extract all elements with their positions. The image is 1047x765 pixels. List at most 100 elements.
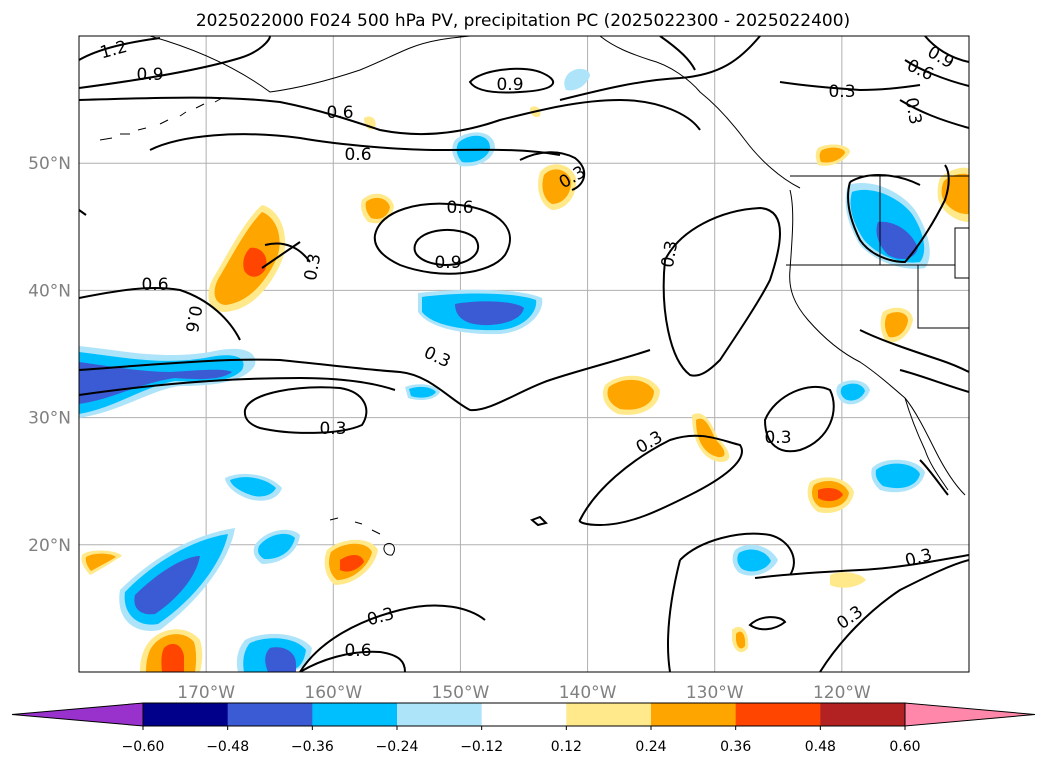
contour-label: 0.6 bbox=[344, 641, 371, 661]
precip-patch bbox=[737, 549, 771, 572]
colorbar-segment bbox=[397, 703, 483, 726]
pv-contour bbox=[578, 434, 743, 527]
pv-contour bbox=[662, 206, 781, 377]
colorbar-min-extend bbox=[11, 702, 144, 727]
colorbar-segment bbox=[651, 703, 737, 726]
colorbar-tick-label: 0.12 bbox=[551, 739, 582, 755]
coastlines bbox=[99, 36, 969, 556]
positive-anomaly-patches bbox=[81, 106, 969, 672]
pv-contour bbox=[754, 554, 969, 579]
precip-patch bbox=[340, 554, 364, 572]
lat-tick-label: 20°N bbox=[28, 536, 71, 556]
pv-contour bbox=[79, 96, 701, 136]
precip-patch bbox=[85, 553, 116, 571]
contour-label: 0.3 bbox=[828, 82, 855, 102]
colorbar bbox=[11, 702, 1036, 730]
map-panel: 1.2 0.9 0.9 0.9 0.9 0.6 0.6 0.6 0.6 0.6 … bbox=[78, 35, 970, 673]
colorbar-segment bbox=[820, 703, 906, 726]
pv-contour bbox=[299, 604, 486, 672]
pv-contour bbox=[299, 650, 406, 672]
colorbar-segment bbox=[143, 703, 229, 726]
precip-patch bbox=[818, 487, 843, 502]
contour-label: 0.6 bbox=[141, 275, 168, 295]
pv-contour bbox=[519, 151, 586, 191]
pv-contour bbox=[899, 99, 969, 129]
contour-label: 0.6 bbox=[181, 304, 205, 334]
colorbar-tick-label: 0.48 bbox=[805, 739, 836, 755]
precip-patch bbox=[819, 147, 845, 163]
pv-contour bbox=[79, 37, 161, 61]
colorbar-segment bbox=[566, 703, 652, 726]
precip-patch bbox=[830, 572, 866, 588]
precip-patch bbox=[134, 556, 200, 615]
pv-contour bbox=[373, 202, 511, 275]
lat-tick-label: 30°N bbox=[28, 409, 71, 429]
pv-contour bbox=[819, 559, 969, 672]
colorbar-segment bbox=[735, 703, 821, 726]
longitude-labels: 170°W 160°W 150°W 140°W 130°W 120°W bbox=[177, 683, 871, 703]
hawaii bbox=[329, 517, 395, 556]
precip-patch bbox=[542, 169, 572, 204]
precip-patch bbox=[564, 68, 590, 91]
map-frame bbox=[78, 35, 970, 673]
lon-tick-label: 170°W bbox=[177, 683, 235, 703]
colorbar-segment bbox=[312, 703, 398, 726]
precip-patch bbox=[736, 631, 746, 649]
precip-patch bbox=[876, 221, 918, 260]
pv-contour bbox=[779, 81, 921, 92]
pv-contour bbox=[530, 515, 548, 527]
contour-label: 0.9 bbox=[496, 75, 523, 95]
lat-tick-label: 50°N bbox=[28, 154, 71, 174]
colorbar-tick-label: −0.60 bbox=[122, 739, 165, 755]
pv-contour bbox=[849, 174, 921, 186]
pv-contour bbox=[899, 369, 969, 393]
colorbar-segment bbox=[227, 703, 313, 726]
contour-label: 0.6 bbox=[326, 103, 353, 123]
pv-contour bbox=[559, 36, 761, 101]
pv-contour bbox=[79, 376, 396, 396]
pv-contour bbox=[659, 36, 696, 71]
contour-label: 0.3 bbox=[319, 419, 346, 439]
colorbar-tick-label: −0.12 bbox=[460, 739, 503, 755]
precip-patch bbox=[79, 362, 232, 404]
precip-patch bbox=[884, 312, 908, 338]
precip-patch bbox=[840, 383, 865, 401]
precip-patch bbox=[243, 247, 267, 277]
lon-tick-label: 140°W bbox=[559, 683, 617, 703]
contour-label: 0.6 bbox=[446, 198, 473, 218]
pv-contour bbox=[847, 164, 950, 264]
contour-label: 0.6 bbox=[344, 145, 371, 165]
precip-patch bbox=[607, 379, 654, 410]
precip-patch bbox=[258, 533, 295, 560]
pv-contour bbox=[919, 459, 949, 496]
lon-tick-label: 120°W bbox=[813, 683, 871, 703]
pv-contours bbox=[79, 36, 969, 672]
baja-peninsula bbox=[904, 397, 949, 491]
colorbar-tick-label: −0.24 bbox=[376, 739, 419, 755]
aleutian-islands bbox=[99, 97, 223, 141]
lon-tick-label: 130°W bbox=[686, 683, 744, 703]
pv-contour bbox=[924, 36, 969, 63]
precip-patch bbox=[365, 197, 390, 219]
precip-patch bbox=[230, 477, 276, 497]
precip-patch bbox=[409, 386, 436, 398]
contour-label: 0.9 bbox=[136, 65, 163, 85]
alaska-coast bbox=[149, 36, 471, 93]
pv-contour bbox=[149, 133, 561, 156]
lat-tick-label: 40°N bbox=[28, 281, 71, 301]
colorbar-tick-label: 0.60 bbox=[889, 739, 920, 755]
chart-title: 2025022000 F024 500 hPa PV, precipitatio… bbox=[196, 11, 850, 31]
precip-patch bbox=[265, 647, 296, 672]
pv-contour bbox=[264, 242, 311, 263]
colorbar-tick-label: −0.48 bbox=[206, 739, 249, 755]
colorbar-tick-labels: −0.60 −0.48 −0.36 −0.24 −0.12 0.12 0.24 0.36 0.4… bbox=[122, 739, 921, 755]
pv-contour bbox=[79, 286, 241, 341]
colorbar-max-extend bbox=[904, 702, 1036, 727]
lon-tick-label: 160°W bbox=[304, 683, 362, 703]
pv-contour bbox=[243, 386, 368, 434]
pv-contour bbox=[904, 59, 969, 87]
precip-patch bbox=[455, 301, 524, 326]
latitude-labels: 20°N 30°N 40°N 50°N bbox=[28, 154, 71, 556]
pv-contour bbox=[468, 67, 555, 94]
